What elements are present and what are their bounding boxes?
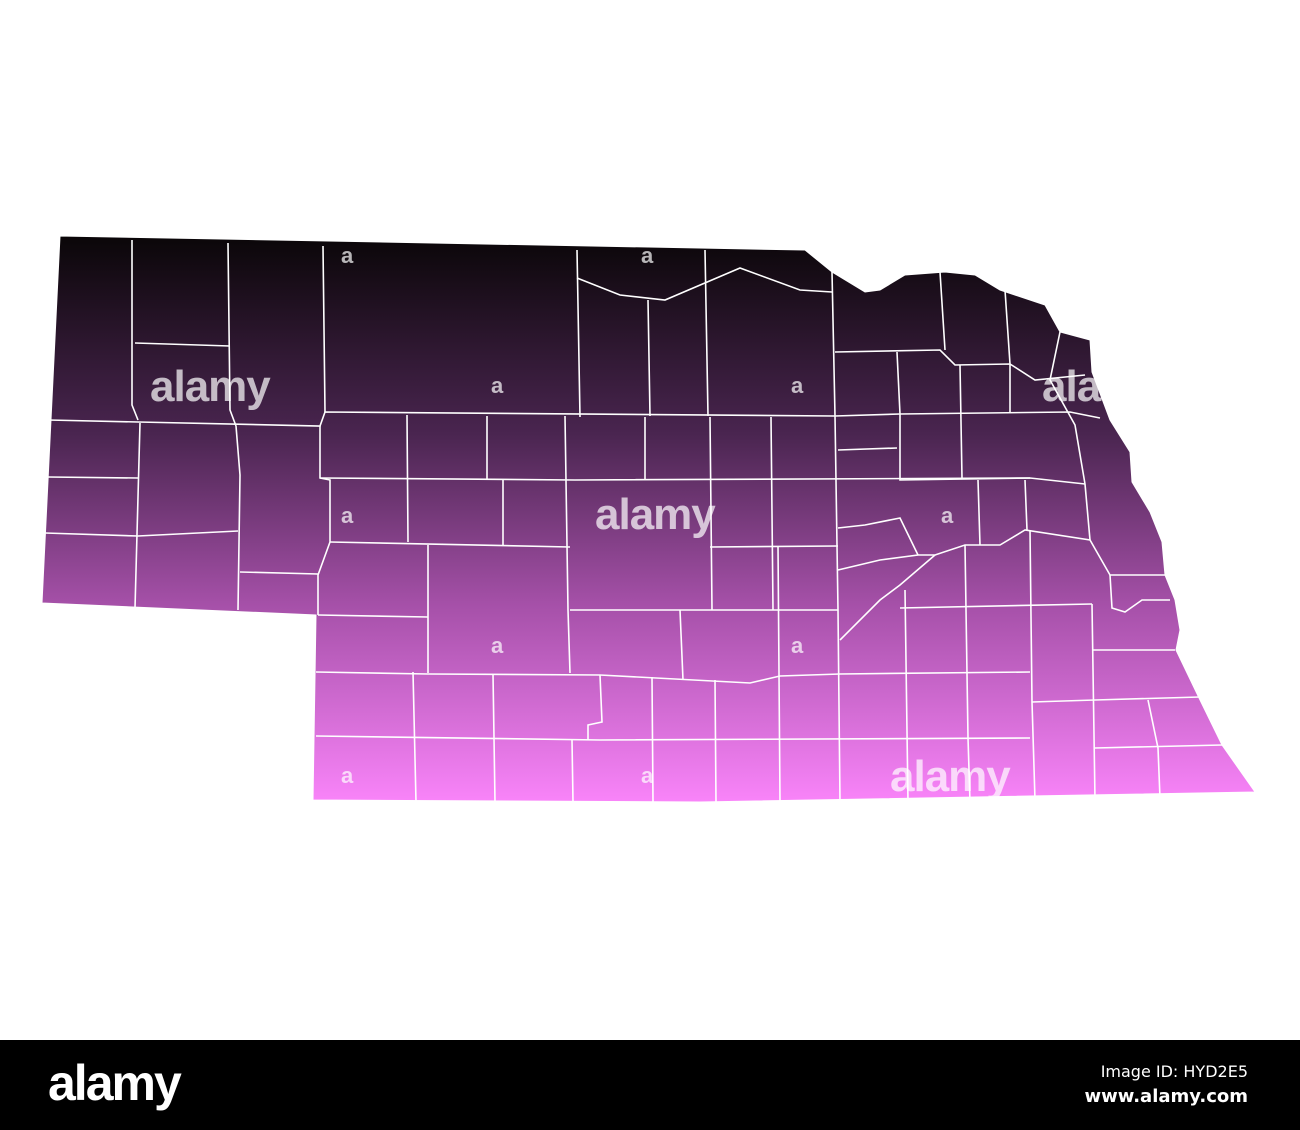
watermark-mark: a [641, 243, 654, 268]
watermark-mark: a [941, 503, 954, 528]
watermark-mark: a [491, 633, 504, 658]
state-outline [41, 235, 1256, 803]
watermark-mark: a [791, 373, 804, 398]
watermark: alamy [150, 362, 271, 411]
image-id: Image ID: HYD2E5 [1100, 1062, 1248, 1081]
watermark-mark: a [791, 633, 804, 658]
alamy-logo: alamy [48, 1055, 182, 1111]
footer-bar: alamy Image ID: HYD2E5 www.alamy.com [0, 1040, 1300, 1130]
county-borders [44, 240, 1223, 803]
watermark-mark: a [341, 503, 354, 528]
watermark: alamy [890, 752, 1011, 801]
watermark-mark: a [341, 763, 354, 788]
nebraska-county-map [41, 235, 1256, 803]
watermark-mark: a [341, 243, 354, 268]
watermark: alamy [595, 490, 716, 539]
watermark-mark: a [491, 373, 504, 398]
watermark: alamy [1042, 362, 1163, 411]
watermark-mark: a [641, 763, 654, 788]
website-link: www.alamy.com [1084, 1086, 1248, 1107]
